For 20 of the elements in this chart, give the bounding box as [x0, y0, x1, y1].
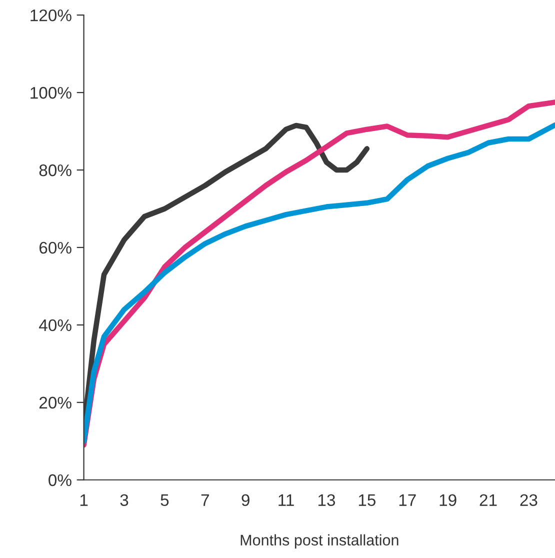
x-tick-label: 19 [440, 494, 456, 506]
y-tick-label: 0% [48, 474, 72, 486]
y-tick-label: 20% [39, 396, 72, 409]
x-tick-label: 17 [399, 494, 416, 506]
y-tick-label: 100% [30, 86, 72, 99]
x-tick-label: 13 [318, 494, 336, 506]
x-tick-label: 3 [120, 494, 128, 506]
x-axis-title: Months post installation [240, 534, 398, 549]
y-tick-label: 40% [39, 319, 72, 332]
x-tick-label: 7 [201, 494, 209, 506]
x-tick-label: 5 [160, 494, 169, 506]
x-tick-label: 15 [358, 494, 376, 506]
x-tick-label: 23 [520, 494, 538, 506]
y-tick-label: 120% [30, 9, 72, 22]
y-tick-label: 80% [39, 164, 72, 176]
x-tick-label: 9 [242, 494, 250, 506]
y-tick-label: 60% [39, 242, 72, 254]
x-tick-label: 1 [80, 494, 88, 506]
x-tick-label: 21 [480, 494, 497, 506]
x-tick-label: 11 [278, 494, 294, 506]
